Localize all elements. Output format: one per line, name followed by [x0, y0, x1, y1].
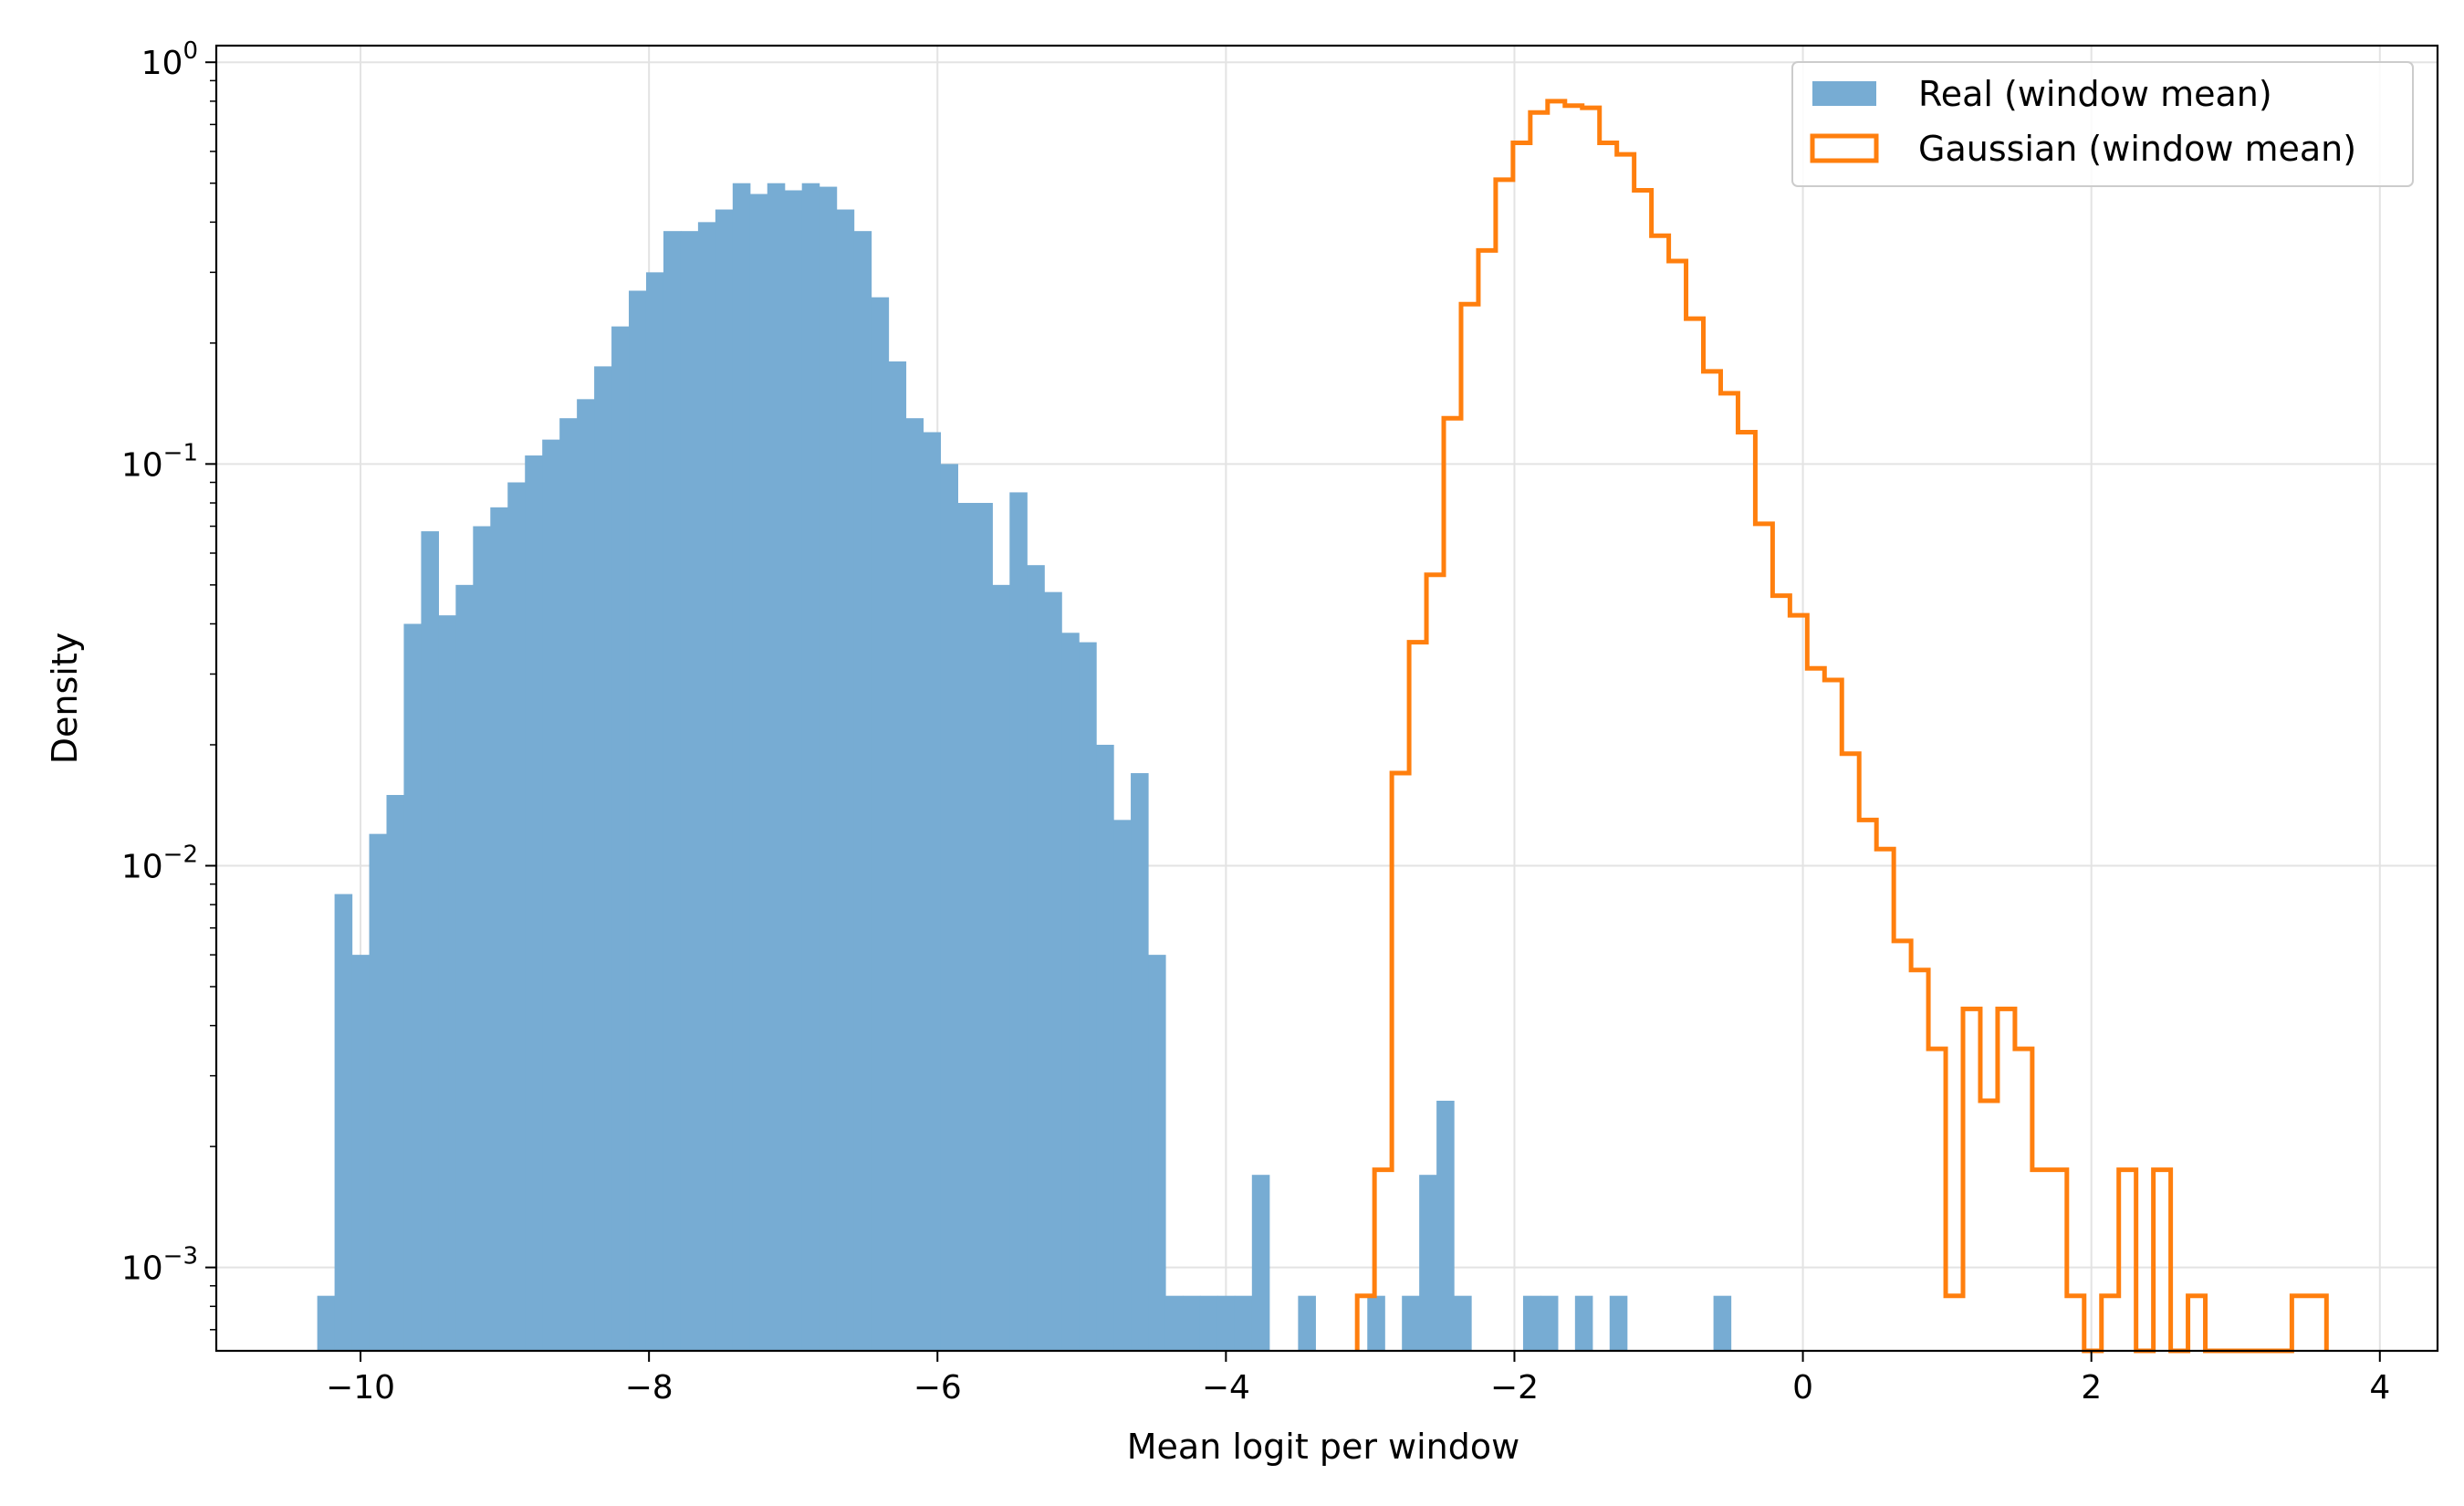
real-bar [801, 183, 820, 1352]
real-bar [403, 623, 423, 1351]
x-tick-label: 2 [2081, 1369, 2102, 1407]
real-bar [784, 190, 803, 1351]
real-bar [507, 482, 526, 1351]
real-bar [957, 503, 976, 1351]
real-bar [490, 507, 508, 1351]
real-bar [1713, 1295, 1732, 1351]
real-bar [438, 615, 456, 1351]
real-bar [1199, 1295, 1218, 1351]
real-bar [853, 231, 872, 1352]
real-bar [334, 894, 353, 1351]
real-bar [1182, 1295, 1201, 1351]
x-tick-label: 4 [2369, 1369, 2390, 1407]
real-bar [1419, 1175, 1437, 1351]
real-bar [611, 326, 630, 1351]
real-bar [923, 432, 942, 1352]
x-tick-label: −2 [1490, 1369, 1539, 1407]
y-axis-label: Density [45, 633, 85, 764]
legend-label-gaussian: Gaussian (window mean) [1918, 129, 2356, 169]
real-bar [1113, 820, 1132, 1351]
x-tick-label: −10 [326, 1369, 395, 1407]
real-bar [767, 183, 786, 1352]
real-bar [577, 399, 595, 1351]
real-bar [871, 297, 890, 1352]
y-tick-label: 100 [141, 37, 198, 82]
real-bar [542, 439, 560, 1351]
real-histogram-bars [317, 183, 1732, 1352]
real-bar [819, 186, 838, 1352]
real-bar [975, 503, 993, 1351]
real-bar [1367, 1295, 1385, 1351]
x-tick-label: 0 [1792, 1369, 1813, 1407]
real-bar [317, 1295, 336, 1351]
real-bar [1574, 1295, 1593, 1351]
legend-swatch-gaussian [1810, 133, 1879, 163]
real-bar [1096, 744, 1114, 1351]
legend-frame [1791, 61, 2414, 187]
plot-area [214, 44, 2439, 1354]
real-bar [369, 833, 388, 1351]
legend-label-real: Real (window mean) [1918, 74, 2272, 114]
real-bar [473, 526, 491, 1351]
y-tick-label: 10−1 [121, 439, 198, 484]
real-bar [386, 794, 405, 1351]
real-bar [629, 290, 647, 1352]
real-bar [1454, 1295, 1472, 1351]
real-bar [836, 209, 855, 1351]
x-tick-label: −4 [1202, 1369, 1250, 1407]
real-bar [1164, 1295, 1184, 1351]
plot-frame [214, 44, 2439, 1353]
real-bar [905, 418, 924, 1351]
real-bar [1009, 492, 1028, 1351]
x-tick-label: −8 [625, 1369, 673, 1407]
y-tick-label: 10−2 [121, 841, 198, 885]
y-axis: 10−3 10−2 10−1 100 [121, 37, 216, 1331]
real-bar [559, 418, 578, 1351]
real-bar [715, 209, 734, 1351]
real-bar [1079, 642, 1097, 1351]
real-bar [1522, 1295, 1541, 1351]
real-bar [455, 584, 474, 1351]
x-axis: −10 −8 −6 −4 −2 0 2 4 [326, 1351, 2390, 1407]
y-tick-label: 10−3 [121, 1243, 198, 1288]
real-bar [680, 231, 699, 1352]
real-bar [1061, 633, 1080, 1351]
real-bar [992, 584, 1010, 1351]
real-bar [1027, 565, 1045, 1351]
real-bar [732, 183, 751, 1352]
real-bar [1216, 1295, 1236, 1351]
real-bar [1609, 1295, 1628, 1351]
real-bar [940, 464, 958, 1352]
real-bar [421, 531, 439, 1351]
legend: Real (window mean) Gaussian (window mean… [1791, 61, 2414, 187]
real-bar [663, 231, 682, 1352]
real-bar [594, 366, 612, 1352]
real-bar [888, 361, 907, 1351]
x-axis-label: Mean logit per window [1127, 1427, 1519, 1467]
real-bar [351, 955, 371, 1351]
real-bar [1298, 1295, 1316, 1351]
real-bar [1251, 1175, 1270, 1351]
real-bar [525, 455, 543, 1351]
real-bar [645, 272, 664, 1352]
real-bar [1131, 773, 1149, 1351]
real-bar [1148, 955, 1166, 1351]
real-bar [1540, 1295, 1559, 1351]
real-bar [1044, 591, 1062, 1351]
x-tick-label: −6 [914, 1369, 962, 1407]
gaussian-step-line [1354, 99, 2329, 1354]
real-bar [1402, 1295, 1420, 1351]
real-bar [1436, 1100, 1455, 1351]
real-bar [697, 222, 716, 1351]
gaussian-histogram-step [1354, 99, 2329, 1354]
real-bar [1234, 1295, 1253, 1351]
legend-swatch-real [1812, 81, 1876, 106]
real-bar [749, 193, 768, 1352]
